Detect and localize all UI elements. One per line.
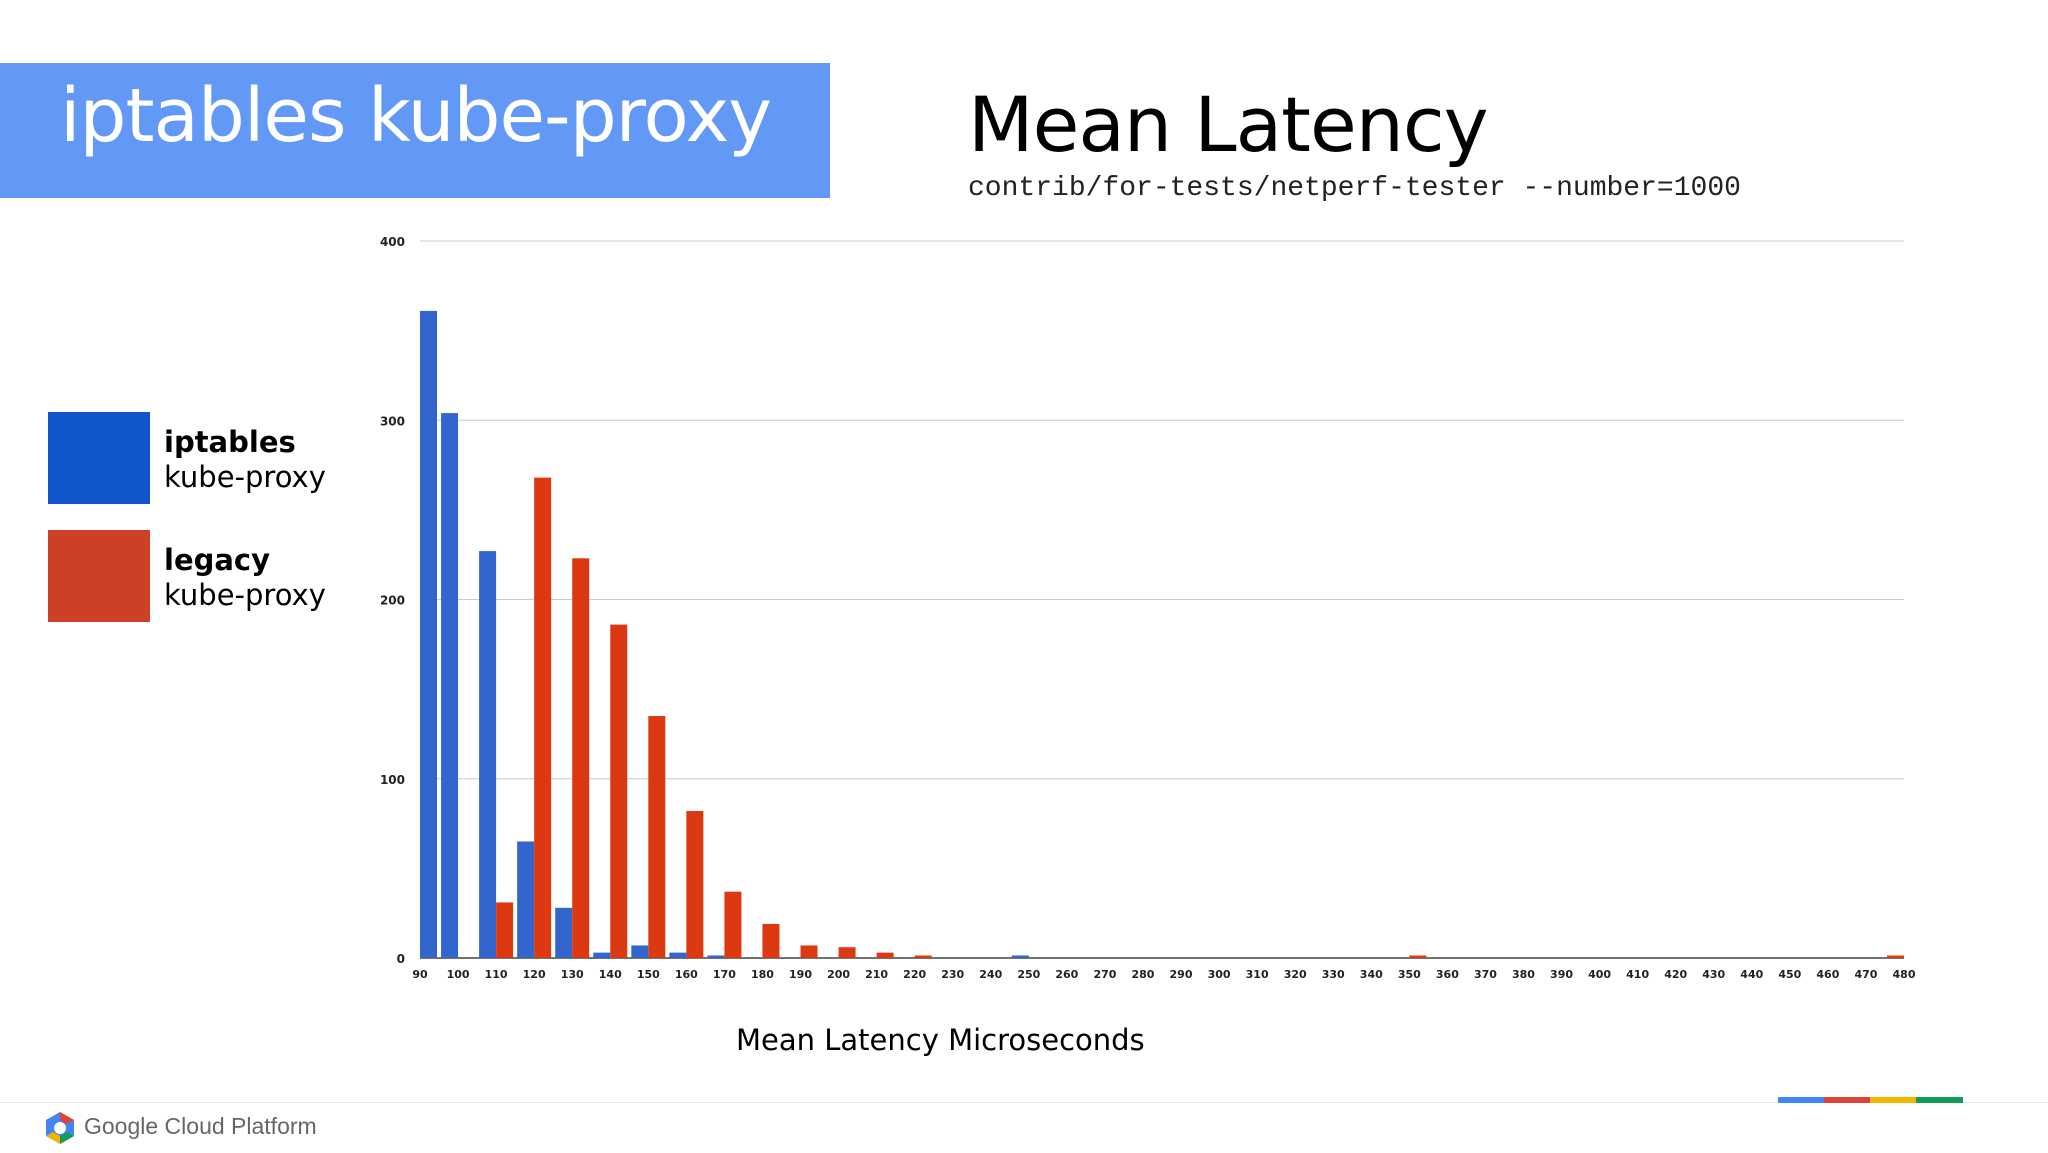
bar-legacy <box>724 891 742 958</box>
x-tick-label: 130 <box>561 968 584 981</box>
bar-iptables <box>593 952 611 958</box>
google-cloud-logo-icon <box>46 1112 74 1144</box>
bar-legacy <box>838 947 856 958</box>
brand-bar-blue <box>1778 1097 1824 1103</box>
chart-heading: Mean Latency <box>968 80 1489 169</box>
bar-legacy <box>648 716 666 958</box>
x-tick-label: 390 <box>1550 968 1573 981</box>
x-tick-label: 320 <box>1284 968 1307 981</box>
chart-subheading: contrib/for-tests/netperf-tester --numbe… <box>968 173 1741 204</box>
legend-swatch-iptables <box>48 412 150 504</box>
banner-title: iptables kube-proxy <box>60 73 772 159</box>
latency-bar-chart: 0 100 200 300 400 90 100 110 120 130 140 150 160 170 1… <box>380 235 1916 981</box>
x-tick-label: 460 <box>1816 968 1839 981</box>
x-tick-label: 330 <box>1322 968 1345 981</box>
x-tick-label: 440 <box>1740 968 1763 981</box>
bar-legacy <box>800 945 818 958</box>
legend-label-rest: kube-proxy <box>164 578 326 612</box>
legend-label-bold: iptables <box>164 425 296 459</box>
x-tick-label: 430 <box>1702 968 1725 981</box>
x-tick-label: 280 <box>1131 968 1154 981</box>
x-tick-label: 350 <box>1398 968 1421 981</box>
x-tick-label: 90 <box>412 968 428 981</box>
legend-label-legacy: legacy kube-proxy <box>164 543 326 613</box>
brand-bar-green <box>1916 1097 1963 1103</box>
bar-iptables <box>555 907 573 958</box>
brand-bar-yellow <box>1870 1097 1916 1103</box>
legend-label-iptables: iptables kube-proxy <box>164 425 326 495</box>
bar-iptables <box>479 551 497 958</box>
bar-iptables <box>1011 955 1029 958</box>
legend-swatch-legacy <box>48 530 150 622</box>
bar-legacy <box>876 952 894 958</box>
bar-iptables <box>517 841 535 958</box>
bar-legacy <box>1409 955 1427 958</box>
y-tick-label: 0 <box>397 952 405 966</box>
x-tick-label: 450 <box>1778 968 1801 981</box>
bar-legacy <box>496 902 514 958</box>
bar-legacy <box>686 811 704 958</box>
x-tick-label: 110 <box>485 968 508 981</box>
x-tick-label: 480 <box>1893 968 1916 981</box>
x-tick-label: 300 <box>1208 968 1231 981</box>
y-tick-label: 300 <box>380 414 405 428</box>
legend-label-bold: legacy <box>164 543 271 577</box>
bar-iptables <box>707 955 725 958</box>
bar-legacy <box>610 624 628 958</box>
x-tick-label: 190 <box>789 968 812 981</box>
x-tick-label: 310 <box>1246 968 1269 981</box>
y-tick-label: 400 <box>380 235 405 249</box>
x-axis-label: Mean Latency Microseconds <box>736 1023 1145 1057</box>
bar-iptables <box>631 945 649 958</box>
x-tick-label: 220 <box>903 968 926 981</box>
x-tick-label: 170 <box>713 968 736 981</box>
x-tick-label: 100 <box>447 968 470 981</box>
x-tick-label: 140 <box>599 968 622 981</box>
x-tick-label: 150 <box>637 968 660 981</box>
x-tick-label: 380 <box>1512 968 1535 981</box>
y-tick-label: 100 <box>380 773 405 787</box>
bar-legacy <box>762 923 780 958</box>
x-tick-label: 370 <box>1474 968 1497 981</box>
x-tick-label: 290 <box>1170 968 1193 981</box>
brand-bar-red <box>1824 1097 1870 1103</box>
x-tick-label: 200 <box>827 968 850 981</box>
bar-legacy <box>914 955 932 958</box>
x-tick-label: 250 <box>1017 968 1040 981</box>
bar-iptables <box>669 952 687 958</box>
x-tick-label: 230 <box>941 968 964 981</box>
legend-label-rest: kube-proxy <box>164 460 326 494</box>
x-tick-label: 260 <box>1055 968 1078 981</box>
bar-legacy <box>572 558 590 958</box>
x-tick-label: 210 <box>865 968 888 981</box>
x-tick-label: 410 <box>1626 968 1649 981</box>
footer-brand-text: Google Cloud Platform <box>84 1113 317 1139</box>
x-tick-label: 160 <box>675 968 698 981</box>
footer-divider <box>0 1102 2048 1103</box>
x-tick-label: 360 <box>1436 968 1459 981</box>
x-tick-label: 240 <box>979 968 1002 981</box>
x-tick-label: 400 <box>1588 968 1611 981</box>
x-tick-label: 420 <box>1664 968 1687 981</box>
title-banner: iptables kube-proxy <box>0 63 830 198</box>
bar-iptables <box>441 413 459 959</box>
x-tick-label: 470 <box>1854 968 1877 981</box>
x-tick-label: 340 <box>1360 968 1383 981</box>
y-tick-label: 200 <box>380 594 405 608</box>
bar-iptables <box>420 310 437 959</box>
bar-legacy <box>534 477 552 958</box>
bar-legacy <box>1887 955 1904 958</box>
x-tick-label: 120 <box>523 968 546 981</box>
x-tick-label: 180 <box>751 968 774 981</box>
x-tick-label: 270 <box>1093 968 1116 981</box>
